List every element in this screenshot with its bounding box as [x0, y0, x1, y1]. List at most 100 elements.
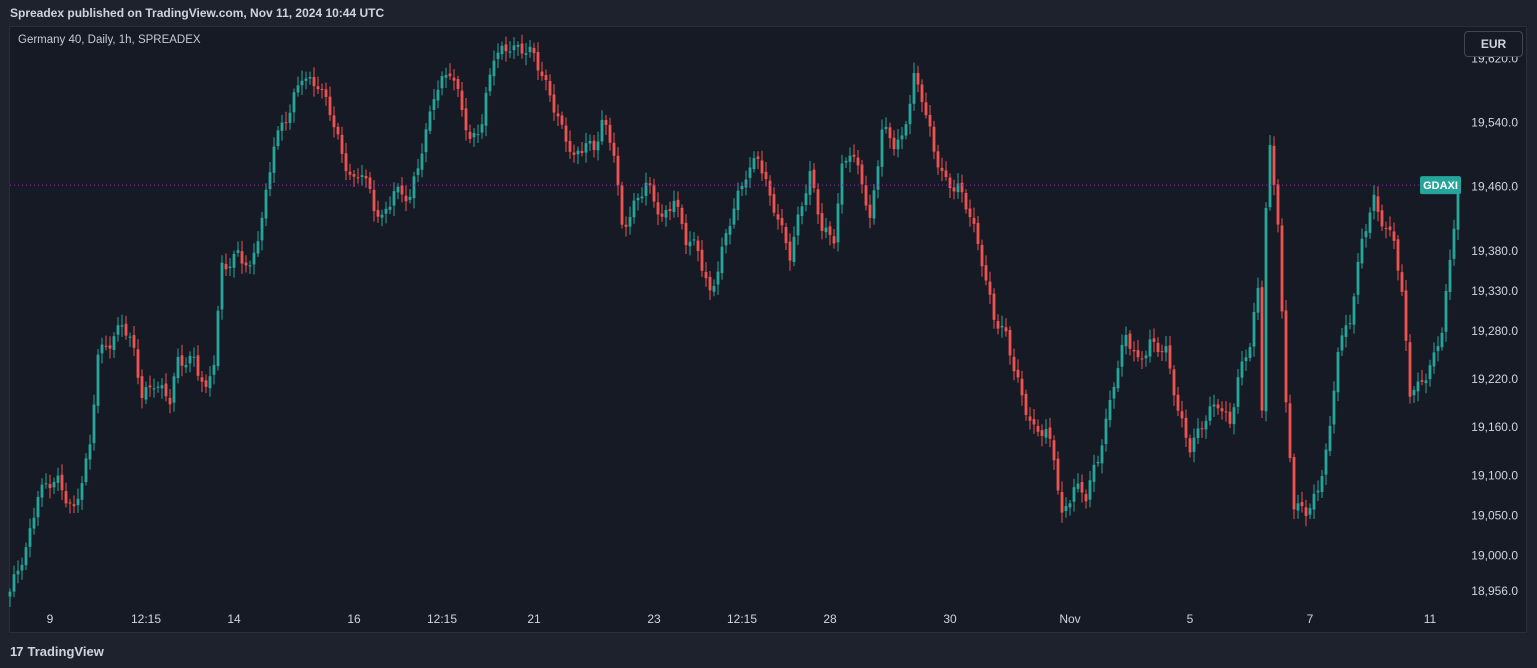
candle [976, 215, 980, 251]
candle-body [1340, 335, 1344, 351]
tradingview-brand: TradingView [27, 643, 104, 659]
candle-body [1300, 502, 1304, 507]
symbol-legend[interactable]: Germany 40, Daily, 1h, SPREADEX [18, 34, 201, 46]
candle-body [968, 208, 972, 218]
candle [1168, 336, 1172, 375]
candle-body [252, 252, 256, 265]
candle-body [720, 246, 724, 274]
candle-body [1120, 344, 1124, 367]
candle [1216, 399, 1220, 415]
candle-body [1364, 231, 1368, 238]
candle [1360, 228, 1364, 269]
candle-body [736, 190, 740, 211]
candle [416, 158, 420, 183]
candle-body [1452, 228, 1456, 259]
candle [216, 305, 220, 371]
candle-body [452, 77, 456, 81]
candle-body [852, 154, 856, 157]
candle-body [400, 185, 404, 195]
candle-body [56, 475, 60, 483]
candle-body [1420, 380, 1424, 382]
candle [320, 83, 324, 99]
candle-body [1048, 427, 1052, 439]
candle-body [928, 114, 932, 127]
candle-body [20, 564, 24, 571]
candle [548, 74, 552, 102]
candle [80, 476, 84, 510]
candle [1004, 318, 1008, 337]
candle-body [100, 344, 104, 354]
candle-body [140, 376, 144, 398]
candle [384, 201, 388, 224]
price-badge-label: GDAXI [1423, 180, 1458, 192]
candle-body [488, 74, 492, 92]
candle-body [1404, 290, 1408, 341]
tradingview-footer[interactable]: 17 TradingView [10, 641, 104, 661]
x-tick-label: 5 [1187, 612, 1194, 626]
candle [32, 507, 36, 535]
candle-body [300, 80, 304, 86]
candle-body [932, 126, 936, 152]
candle-body [668, 209, 672, 212]
candle-body [1024, 393, 1028, 415]
candle-body [544, 75, 548, 81]
candle-body [1072, 487, 1076, 502]
candle [424, 123, 428, 163]
candle [164, 373, 168, 402]
currency-button[interactable]: EUR [1464, 31, 1523, 57]
candle [64, 482, 68, 508]
x-tick-label: 7 [1307, 612, 1314, 626]
candle-body [1360, 238, 1364, 264]
candle [880, 119, 884, 177]
candle-body [1260, 287, 1264, 411]
candle [1144, 350, 1148, 367]
candle-body [1356, 261, 1360, 295]
candle [1304, 499, 1308, 527]
candle [960, 174, 964, 203]
candle-body [1020, 378, 1024, 396]
candle-body [380, 214, 384, 218]
candle [176, 348, 180, 384]
candle [552, 84, 556, 121]
candle [1428, 359, 1432, 387]
candle-body [172, 376, 176, 403]
candle-body [832, 236, 836, 244]
candle [400, 177, 404, 203]
x-tick-label: 16 [347, 612, 361, 626]
x-tick-label: 21 [527, 612, 541, 626]
candle [340, 126, 344, 163]
candle [432, 88, 436, 120]
candle [308, 71, 312, 85]
candle-body [340, 134, 344, 154]
candle [1240, 351, 1244, 386]
candle-body [964, 193, 968, 210]
candle [560, 111, 564, 129]
candle-body [160, 385, 164, 389]
candle-body [1008, 330, 1012, 356]
candle [532, 42, 536, 62]
candle [828, 221, 832, 246]
candle-body [1112, 386, 1116, 399]
candle-body [1176, 394, 1180, 411]
candle [1024, 389, 1028, 421]
candle [212, 355, 216, 385]
candle-body [1064, 505, 1068, 511]
candle-body [420, 153, 424, 170]
candle [128, 332, 132, 347]
candle [348, 163, 352, 181]
candle [1412, 386, 1416, 404]
candle [456, 75, 460, 98]
candle [132, 326, 136, 357]
candle-body [1372, 194, 1376, 211]
candle [564, 117, 568, 152]
candle [912, 62, 916, 111]
candle [944, 161, 948, 181]
candle [928, 104, 932, 137]
candle-body [1428, 365, 1432, 380]
candle-body [1368, 212, 1372, 233]
candle-body [1156, 342, 1160, 353]
candle-body [1172, 369, 1176, 396]
candle-body [992, 293, 996, 320]
candle-body [652, 184, 656, 202]
